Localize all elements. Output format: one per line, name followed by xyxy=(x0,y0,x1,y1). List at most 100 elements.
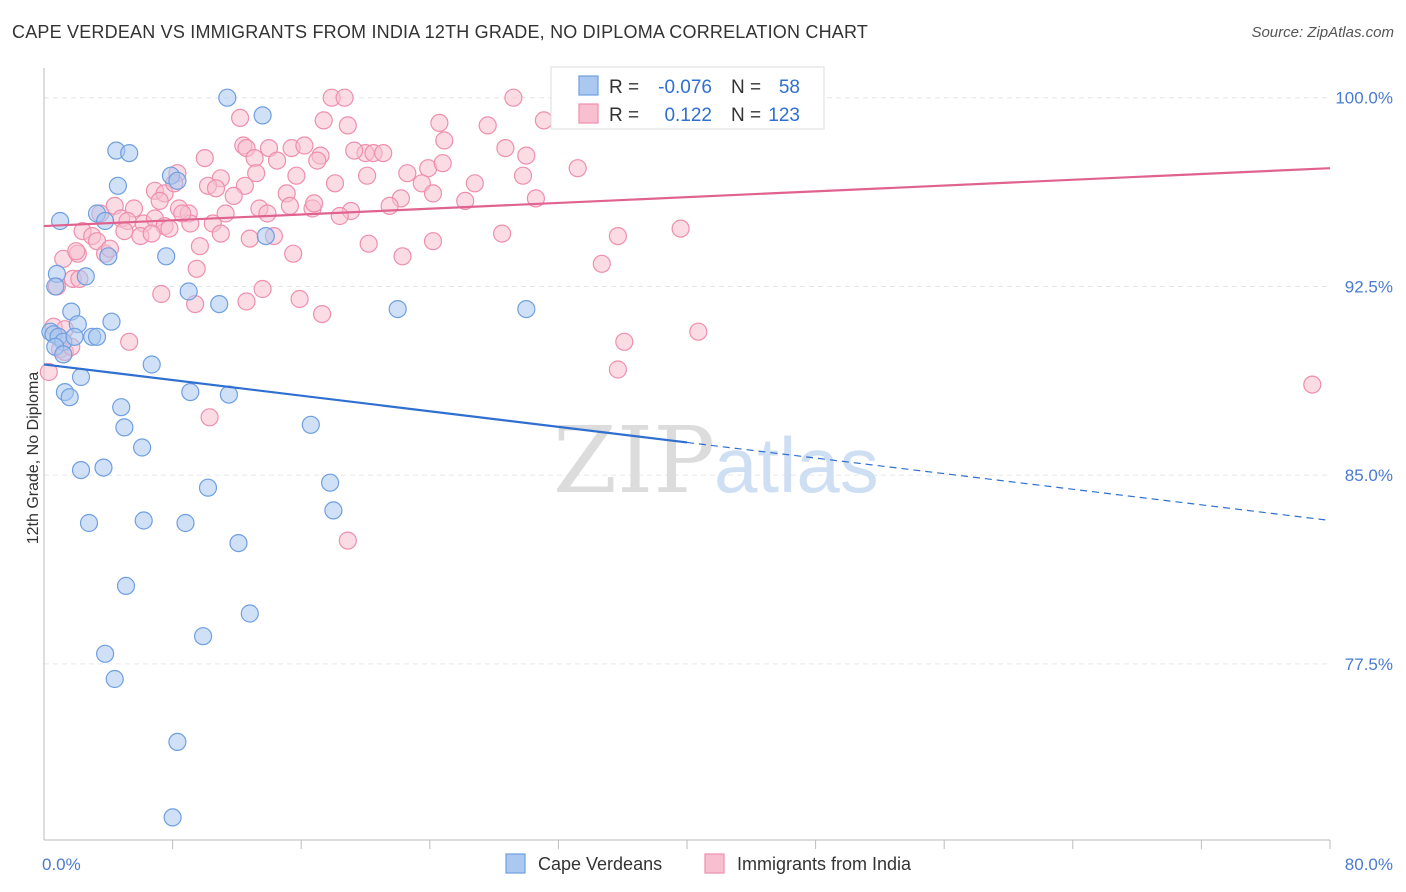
cape-verdean-point xyxy=(229,533,248,553)
cape-verdean-point xyxy=(46,277,65,296)
india-immigrant-point xyxy=(287,166,306,185)
x-tick-label-max: 80.0% xyxy=(1345,855,1393,874)
india-immigrant-point xyxy=(615,332,634,351)
india-immigrant-point xyxy=(173,204,192,223)
india-immigrant-point xyxy=(504,88,523,107)
cape-verdean-point xyxy=(210,295,229,314)
cape-verdean-point xyxy=(388,300,407,319)
india-immigrant-point xyxy=(345,141,364,160)
india-immigrant-point xyxy=(671,219,690,238)
india-immigrant-point xyxy=(1303,375,1322,394)
cape-verdean-point xyxy=(94,458,113,477)
cape-verdean-point xyxy=(253,106,272,125)
axes xyxy=(43,68,1331,849)
y-tick-label: 77.5% xyxy=(1345,655,1393,674)
cape-verdean-point xyxy=(179,282,198,301)
cape-verdean-point xyxy=(134,511,153,530)
india-immigrant-point xyxy=(142,224,161,243)
cape-verdean-point xyxy=(176,513,195,533)
chart-title: CAPE VERDEAN VS IMMIGRANTS FROM INDIA 12… xyxy=(12,22,869,42)
legend-top: R = -0.076 N = 58 R = 0.122 N = 123 xyxy=(550,66,825,130)
india-immigrant-point xyxy=(160,219,179,238)
cape-verdean-point xyxy=(168,171,187,190)
cape-verdean-point xyxy=(60,388,79,407)
legend-n-value-1: 58 xyxy=(779,77,800,98)
india-immigrant-point xyxy=(313,305,332,324)
legend-bottom-label-cape-verdeans: Cape Verdeans xyxy=(538,854,662,874)
cape-verdean-point xyxy=(54,345,73,364)
india-immigrant-point xyxy=(393,247,412,266)
india-immigrant-point xyxy=(305,194,324,213)
y-tick-label: 85.0% xyxy=(1345,466,1393,485)
india-immigrant-point xyxy=(513,166,533,185)
india-immigrant-point xyxy=(608,360,628,379)
india-immigrant-point xyxy=(433,154,452,173)
india-immigrant-point xyxy=(430,113,449,133)
cape-verdean-point xyxy=(198,478,218,497)
x-tick-label-min: 0.0% xyxy=(42,855,81,874)
india-immigrant-point xyxy=(247,164,266,183)
legend-swatch-pink xyxy=(578,103,599,124)
cape-verdean-point xyxy=(108,176,128,195)
legend-n-value-2: 123 xyxy=(768,105,800,126)
india-immigrant-point xyxy=(231,108,250,128)
india-immigrant-point xyxy=(435,131,454,150)
cape-verdean-point xyxy=(50,211,70,231)
india-immigrant-point xyxy=(150,191,169,210)
legend-r-value-2: 0.122 xyxy=(664,105,712,126)
cape-verdean-point xyxy=(95,211,115,231)
india-immigrant-point xyxy=(338,116,357,135)
scatter-points xyxy=(39,88,1322,827)
y-tick-label: 100.0% xyxy=(1335,89,1393,108)
india-immigrant-point xyxy=(496,139,515,158)
cape-verdean-point xyxy=(256,227,275,246)
india-immigrant-point xyxy=(206,179,226,198)
cape-verdean-point xyxy=(218,88,237,107)
india-immigrant-point xyxy=(608,227,628,246)
india-immigrant-point xyxy=(115,222,134,241)
cape-verdean-trend-line xyxy=(43,363,688,444)
india-immigrant-point xyxy=(592,254,611,273)
cape-verdean-point xyxy=(79,513,99,533)
india-immigrant-point xyxy=(39,362,58,382)
cape-verdean-point xyxy=(102,312,121,331)
cape-verdean-point xyxy=(99,247,118,266)
cape-verdean-point xyxy=(301,415,320,434)
india-immigrant-point xyxy=(268,151,287,170)
india-immigrant-point xyxy=(568,159,587,178)
india-immigrant-point xyxy=(237,292,256,311)
india-immigrant-point xyxy=(120,332,139,351)
india-immigrant-point xyxy=(190,237,209,256)
india-immigrant-trend-line xyxy=(43,167,1331,228)
india-immigrant-point xyxy=(211,224,230,243)
india-immigrant-point xyxy=(152,284,171,304)
cape-verdean-point xyxy=(324,501,343,520)
y-axis-label: 12th Grade, No Diploma xyxy=(25,372,42,545)
cape-verdean-point xyxy=(240,604,259,623)
legend-n-label-2: N = xyxy=(731,105,761,126)
india-immigrant-point xyxy=(478,116,497,135)
india-immigrant-point xyxy=(374,144,393,163)
cape-verdean-point xyxy=(71,461,91,480)
legend-bottom-label-immigrants-india: Immigrants from India xyxy=(737,854,912,874)
india-immigrant-point xyxy=(335,88,354,107)
legend-r-value-1: -0.076 xyxy=(658,77,712,98)
cape-verdean-point xyxy=(115,418,134,437)
india-immigrant-point xyxy=(423,232,443,251)
india-immigrant-point xyxy=(195,149,214,168)
india-immigrant-point xyxy=(224,186,243,205)
watermark-atlas: atlas xyxy=(714,421,879,509)
cape-verdean-point xyxy=(157,247,176,266)
watermark: ZIP atlas xyxy=(553,407,879,514)
india-immigrant-point xyxy=(465,174,484,193)
legend-bottom: Cape Verdeans Immigrants from India xyxy=(505,853,912,874)
india-immigrant-point xyxy=(290,289,309,309)
legend-r-label-1: R = xyxy=(609,77,639,98)
cape-verdean-point xyxy=(181,383,200,402)
cape-verdean-point xyxy=(142,355,161,374)
cape-verdean-point xyxy=(133,438,152,457)
india-immigrant-point xyxy=(325,174,345,193)
cape-verdean-point xyxy=(120,144,139,163)
india-immigrant-point xyxy=(493,224,512,243)
